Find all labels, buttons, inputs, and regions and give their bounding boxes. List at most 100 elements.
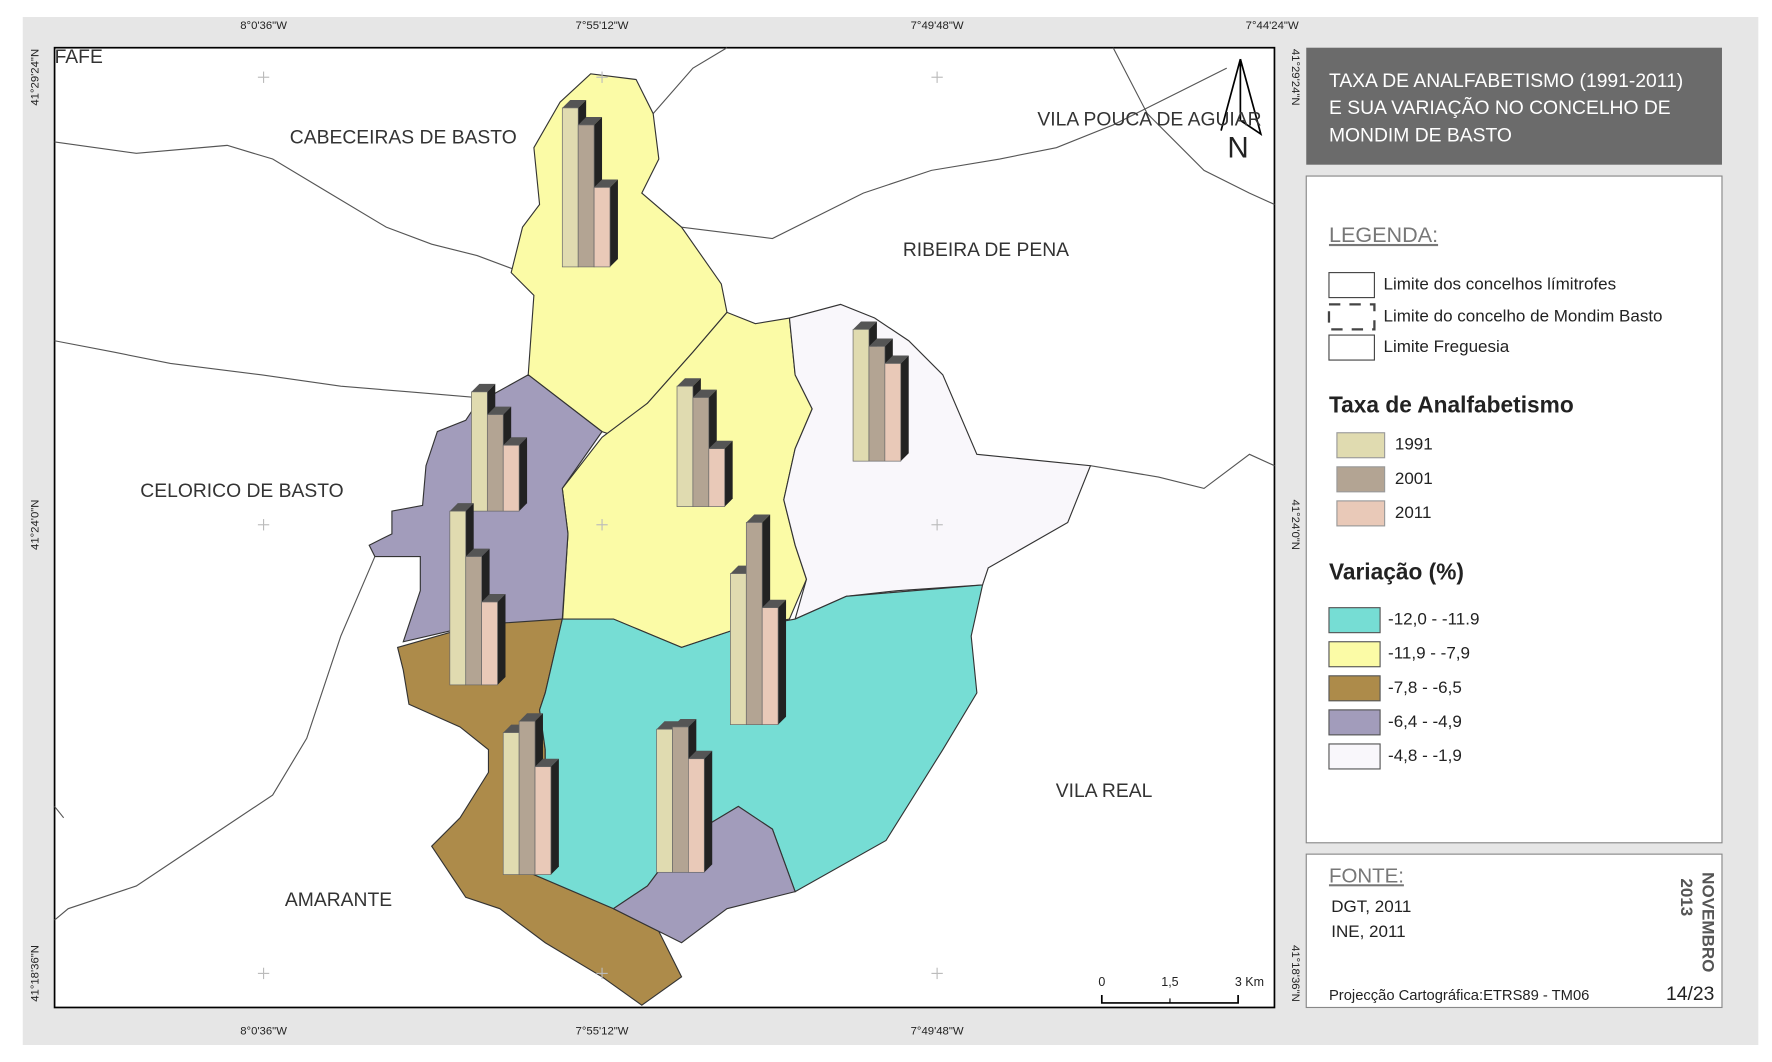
variation-swatch — [1328, 607, 1381, 634]
bar-front — [761, 607, 779, 725]
north-arrow-line — [1220, 58, 1242, 131]
title-line: E SUA VARIAÇÃO NO CONCELHO DE — [1329, 95, 1671, 119]
legend-label: 2001 — [1395, 469, 1433, 488]
coordinate-label: 41°29'24"N — [29, 49, 41, 106]
bar-front — [593, 187, 611, 268]
bar-front — [688, 758, 705, 873]
variation-swatch — [1328, 641, 1381, 668]
place-label: CELORICO DE BASTO — [140, 481, 343, 502]
coordinate-label: 41°24'0"N — [1289, 500, 1301, 550]
boundary-line — [54, 556, 376, 921]
bar-top — [708, 440, 733, 449]
rate-swatch — [1336, 432, 1386, 459]
legend-label: -11,9 - -7,9 — [1388, 644, 1470, 663]
legend-label: -4,8 - -1,9 — [1388, 746, 1462, 765]
bar-front — [745, 522, 763, 725]
bar-front — [852, 329, 870, 462]
bar-front — [561, 107, 579, 268]
legend-label: 2011 — [1395, 503, 1432, 522]
boundary-swatch — [1328, 272, 1375, 299]
source-heading: FONTE: — [1329, 864, 1404, 887]
coordinate-label: 7°49'48"W — [911, 1025, 964, 1037]
bar-front — [884, 363, 902, 462]
coordinate-label: 41°18'36"N — [29, 945, 41, 1002]
bar-front — [534, 766, 552, 875]
bar-glyphs — [449, 99, 909, 875]
legend-label: -6,4 - -4,9 — [1388, 712, 1462, 731]
coordinate-label: 7°55'12"W — [576, 20, 629, 32]
graticule-crosses — [257, 71, 943, 980]
bar-front — [518, 720, 536, 875]
source-box — [1305, 853, 1723, 1009]
projection: Projecção Cartográfica:ETRS89 - TM06 — [1329, 988, 1589, 1004]
coordinate-label: 41°24'0"N — [29, 500, 41, 550]
place-label: VILA POUCA DE AGUIAR — [1037, 109, 1261, 130]
north-arrow-shape — [1239, 58, 1263, 136]
scale-bar: 0 1,5 3 Km — [1098, 975, 1264, 1004]
bar-front — [486, 414, 504, 512]
bar-side — [704, 750, 713, 873]
coordinate-label: 7°55'12"W — [576, 1025, 629, 1037]
bar-front — [692, 397, 710, 507]
legend-heading: LEGENDA: — [1329, 222, 1438, 247]
boundary-swatch — [1327, 303, 1376, 331]
boundary-line — [1112, 47, 1275, 205]
source-line: INE, 2011 — [1331, 922, 1405, 941]
scale-label: 1,5 — [1161, 975, 1178, 989]
place-label: FAFE — [55, 47, 103, 68]
bar-front — [656, 728, 673, 873]
rate-swatch — [1336, 466, 1386, 493]
boundary-line — [54, 141, 523, 274]
legend-label: -7,8 - -6,5 — [1388, 678, 1462, 697]
scale-label: 3 Km — [1235, 975, 1264, 989]
coordinate-label: 7°49'48"W — [911, 20, 964, 32]
bar-side — [900, 355, 909, 462]
variation-swatch — [1328, 709, 1381, 736]
place-label: VILA REAL — [1056, 781, 1153, 802]
coordinate-label: 41°29'24"N — [1289, 49, 1301, 106]
bar-front — [502, 732, 520, 875]
parish — [612, 805, 796, 944]
bar-top — [746, 514, 771, 523]
bar-side — [550, 758, 559, 875]
boundary-line — [681, 67, 1228, 240]
bar-front — [465, 556, 482, 686]
bar-front — [471, 391, 488, 512]
coordinate-label: 8°0'36"W — [240, 1025, 287, 1037]
bar-front — [672, 726, 689, 873]
bar-front — [449, 510, 467, 686]
bar-front — [730, 573, 747, 725]
legend-label: Limite dos concelhos límitrofes — [1383, 275, 1616, 294]
title-line: MONDIM DE BASTO — [1329, 125, 1512, 146]
boundary-line — [1090, 453, 1275, 490]
source-line: DGT, 2011 — [1331, 897, 1411, 916]
north-label: N — [1227, 132, 1248, 165]
bar-front — [502, 444, 520, 512]
legend-label: -12,0 - -11.9 — [1388, 610, 1479, 629]
place-label: CABECEIRAS DE BASTO — [290, 128, 517, 149]
neighbor-boundaries — [54, 47, 1275, 921]
legend-label: Limite do concelho de Mondim Basto — [1383, 306, 1662, 325]
variation-swatch — [1328, 743, 1381, 770]
variation-swatch — [1328, 675, 1381, 702]
scale-label: 0 — [1098, 975, 1105, 989]
date-line: NOVEMBRO — [1699, 872, 1718, 972]
bar-side — [519, 437, 528, 512]
legend-label: 1991 — [1395, 435, 1433, 454]
bar-side — [778, 599, 787, 725]
place-label: AMARANTE — [285, 890, 392, 911]
bar-front — [577, 124, 595, 268]
bar-side — [497, 594, 506, 685]
rate-title: Taxa de Analfabetismo — [1329, 392, 1574, 418]
boundary-line — [652, 47, 728, 114]
date-line: 2013 — [1677, 878, 1696, 916]
bar-front — [676, 385, 694, 507]
boundary-swatch — [1328, 334, 1375, 361]
bar-front — [868, 346, 886, 462]
coordinate-label: 41°18'36"N — [1289, 945, 1301, 1002]
bar-front — [481, 601, 498, 686]
place-label: RIBEIRA DE PENA — [903, 240, 1069, 261]
variation-title: Variação (%) — [1329, 559, 1464, 585]
title-box — [1306, 47, 1722, 165]
